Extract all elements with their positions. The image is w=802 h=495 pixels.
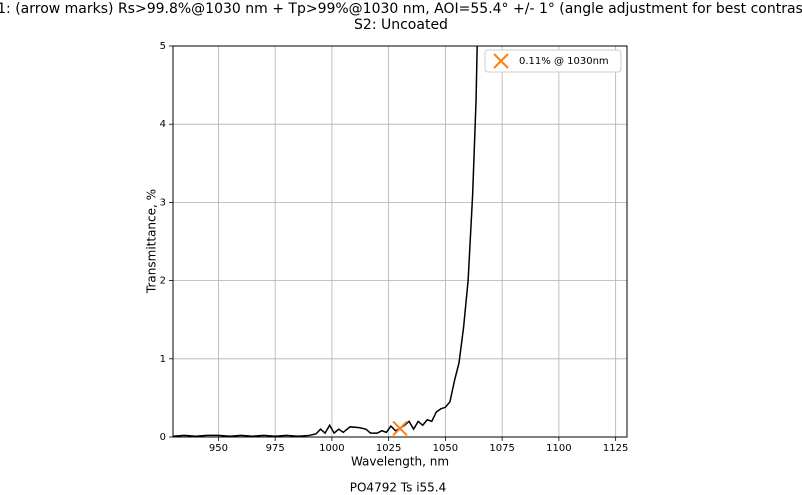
marker-cross xyxy=(392,420,408,437)
marker xyxy=(392,420,408,437)
x-tick-label: 1100 xyxy=(546,443,571,454)
x-tick-label: 975 xyxy=(266,443,285,454)
data-line xyxy=(173,46,478,437)
x-axis-label: Wavelength, nm xyxy=(351,455,449,469)
y-tick-label: 4 xyxy=(160,119,166,130)
x-tick-label: 1125 xyxy=(603,443,628,454)
x-tick-label: 1075 xyxy=(489,443,514,454)
chart-subtitle: S2: Uncoated xyxy=(354,17,448,33)
x-tick-label: 1000 xyxy=(319,443,344,454)
x-tick-label: 950 xyxy=(209,443,228,454)
y-tick-label: 3 xyxy=(160,197,166,208)
y-tick-label: 0 xyxy=(160,432,166,443)
legend-box xyxy=(484,49,622,73)
y-tick-label: 1 xyxy=(160,354,166,365)
legend-swatch xyxy=(493,53,509,69)
y-tick-label: 2 xyxy=(160,276,166,287)
chart-title: S1: (arrow marks) Rs>99.8%@1030 nm + Tp>… xyxy=(0,1,802,17)
y-axis-label: Transmittance, % xyxy=(145,189,159,294)
legend-cross xyxy=(493,53,509,69)
plot-frame xyxy=(172,45,628,438)
x-tick-label: 1025 xyxy=(376,443,401,454)
y-tick-label: 5 xyxy=(160,41,166,52)
legend-label: 0.11% @ 1030nm xyxy=(519,56,609,67)
x-tick-label: 1050 xyxy=(433,443,458,454)
footer: PO4792 Ts i55.4 xyxy=(350,481,447,495)
